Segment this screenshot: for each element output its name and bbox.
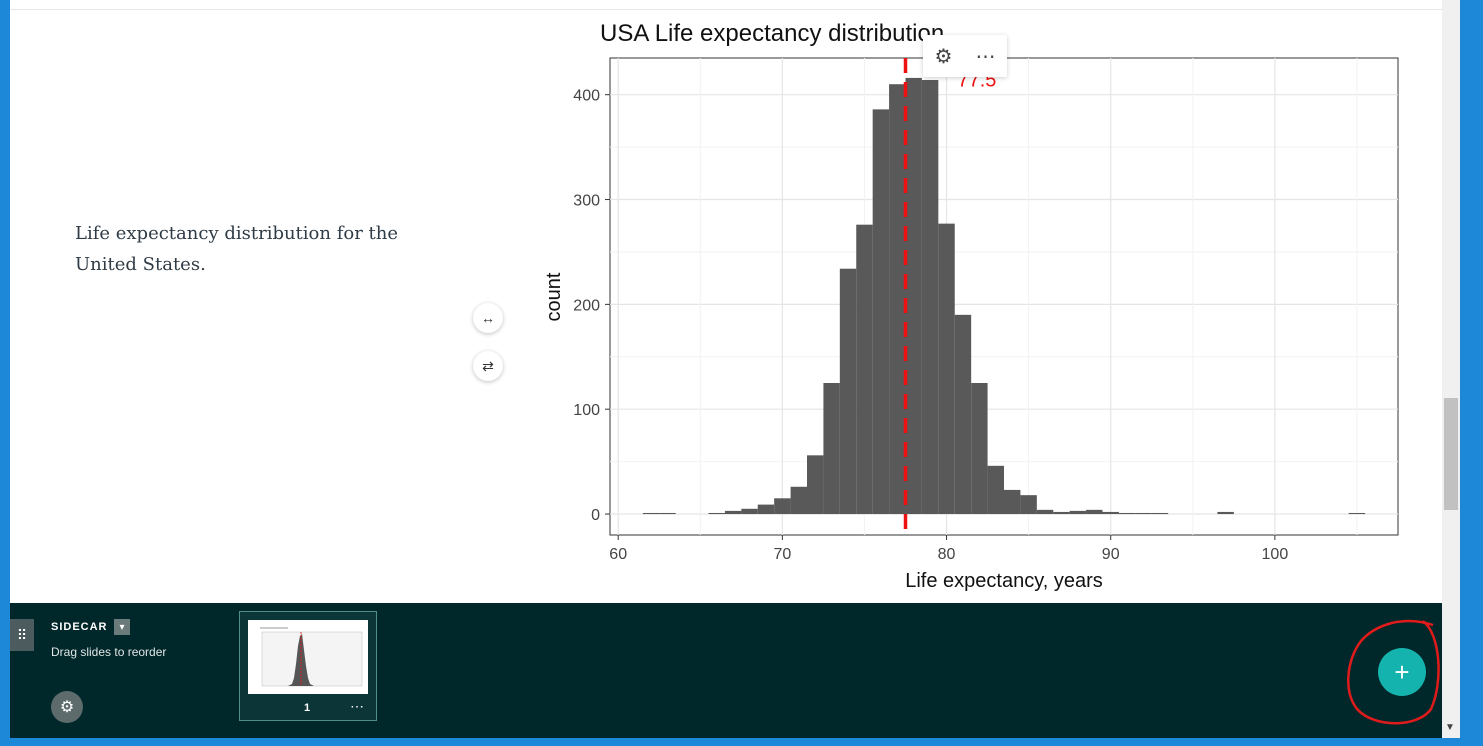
histogram-bar: [1151, 512, 1169, 515]
histogram-bar: [774, 498, 791, 515]
histogram-bar: [1135, 512, 1152, 515]
histogram-bar: [889, 84, 906, 515]
gear-icon: ⚙: [59, 699, 75, 716]
y-axis-ticks: 0 100 200 300 400: [573, 88, 610, 524]
histogram-bar: [1086, 509, 1103, 515]
histogram-bar: [724, 510, 742, 515]
sidecar-settings-button[interactable]: ⚙: [51, 691, 83, 723]
histogram-bar: [708, 512, 725, 515]
histogram-bar: [807, 455, 824, 515]
y-tick-label: 0: [591, 507, 600, 524]
histogram-bar: [971, 382, 988, 515]
x-axis-ticks: 60 70 80 90 100: [609, 535, 1288, 563]
slide-thumbnail[interactable]: 1 ⋯: [239, 611, 377, 721]
swap-panels-button[interactable]: ⇄: [473, 351, 503, 381]
histogram-bar: [757, 504, 775, 515]
sidecar-panel: ⠿ SIDECAR ▾ Drag slides to reorder ⚙ 1 ⋯…: [10, 603, 1442, 738]
top-divider: [10, 9, 1442, 10]
x-tick-label: 100: [1262, 546, 1289, 563]
histogram-bar: [839, 268, 857, 515]
histogram-chart[interactable]: USA Life expectancy distribution 77.5 01…: [530, 10, 1410, 600]
drag-handle-icon[interactable]: ⠿: [10, 619, 34, 651]
vertical-scrollbar[interactable]: [1442, 0, 1460, 738]
histogram-bar: [1069, 510, 1087, 515]
slide-more-options-button[interactable]: ⋯: [350, 698, 364, 714]
histogram-bar: [790, 486, 807, 515]
more-options-button[interactable]: ⋯: [975, 45, 996, 68]
histogram-bar: [921, 80, 939, 515]
chevron-down-icon[interactable]: ▾: [114, 619, 130, 635]
x-axis-label: Life expectancy, years: [905, 570, 1103, 592]
x-tick-label: 80: [938, 546, 956, 563]
histogram-bar: [1102, 511, 1119, 515]
y-tick-label: 400: [573, 88, 600, 105]
y-tick-label: 100: [573, 402, 600, 419]
double-arrow-icon: ↔: [481, 310, 495, 326]
y-tick-label: 200: [573, 297, 600, 314]
histogram-bar: [954, 314, 972, 515]
gear-icon[interactable]: ⚙: [934, 45, 953, 68]
x-tick-label: 70: [773, 546, 791, 563]
histogram-bar: [1020, 495, 1037, 515]
histogram-bar: [659, 512, 676, 515]
plot-panel: [609, 57, 1399, 536]
histogram-bar: [642, 512, 660, 515]
x-tick-label: 90: [1102, 546, 1120, 563]
swap-arrows-icon: ⇄: [482, 357, 494, 374]
slide-thumbnail-preview: [248, 620, 368, 694]
scrollbar-thumb[interactable]: [1444, 398, 1458, 510]
hand-drawn-highlight-circle: [1347, 619, 1440, 725]
chart-popup-toolbar: ⚙ ⋯: [923, 35, 1007, 77]
histogram-bar: [1118, 512, 1136, 515]
histogram-bar: [741, 508, 758, 515]
histogram-bar: [1217, 511, 1234, 515]
slide-number: 1: [304, 702, 311, 714]
histogram-bar: [987, 465, 1004, 515]
resize-panel-button[interactable]: ↔: [473, 303, 503, 333]
histogram-bar: [856, 224, 873, 515]
histogram-bar: [905, 77, 922, 515]
taskbar-edge: [0, 738, 1483, 746]
histogram-bar: [872, 109, 890, 515]
histogram-bar: [1004, 489, 1021, 515]
histogram-bar: [1036, 509, 1054, 515]
histogram-bar: [938, 223, 955, 515]
sidecar-title: SIDECAR: [51, 621, 108, 633]
slide-description[interactable]: Life expectancy distribution for the Uni…: [75, 223, 399, 275]
sidecar-subtitle: Drag slides to reorder: [51, 645, 167, 659]
add-slide-button[interactable]: +: [1378, 648, 1426, 696]
y-tick-label: 300: [573, 193, 600, 210]
chart-title: USA Life expectancy distribution: [600, 20, 944, 47]
histogram-bar: [823, 382, 840, 515]
x-tick-label: 60: [609, 546, 627, 563]
histogram-bar: [1053, 511, 1070, 515]
histogram-bar: [1348, 512, 1366, 515]
y-axis-label: count: [543, 272, 565, 321]
scroll-down-arrow-icon[interactable]: ▼: [1445, 722, 1455, 733]
histogram-bars: [642, 77, 1366, 515]
